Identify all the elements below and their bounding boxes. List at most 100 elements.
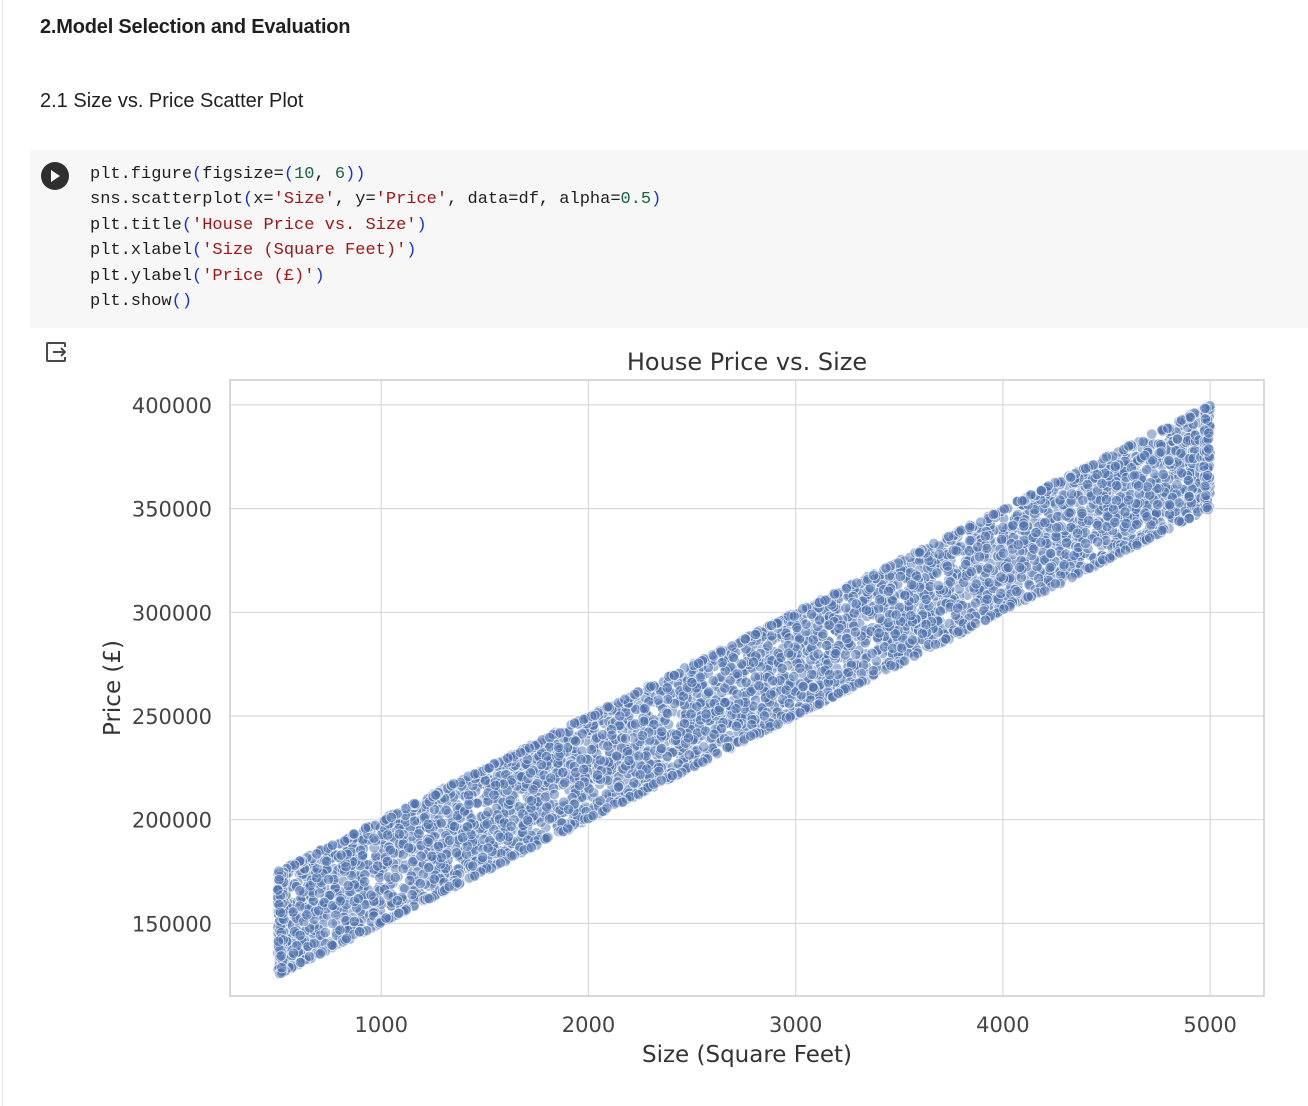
scatter-point [304, 880, 316, 892]
scatter-point [970, 578, 982, 590]
scatter-point [645, 680, 657, 692]
scatter-point [952, 602, 964, 614]
scatter-point [1030, 526, 1042, 539]
scatter-point [413, 828, 425, 840]
scatter-point [910, 570, 923, 582]
run-cell-button[interactable] [41, 162, 69, 190]
scatter-point [933, 548, 945, 560]
code-editor[interactable]: plt.figure(figsize=(10, 6)) sns.scatterpl… [90, 162, 661, 314]
scatter-point [428, 873, 440, 885]
scatter-point [745, 685, 757, 697]
code-token: 'Size (Square Feet)' [202, 241, 407, 261]
scatter-point [666, 770, 679, 782]
scatter-point [576, 728, 588, 740]
code-token: )) [345, 165, 366, 184]
scatter-point [557, 766, 569, 778]
chart-title: House Price vs. Size [627, 348, 867, 376]
scatter-point [272, 884, 284, 896]
scatter-point [393, 828, 405, 840]
scatter-point [623, 754, 635, 767]
scatter-point [698, 741, 710, 753]
scatter-point [327, 917, 339, 930]
scatter-point [1071, 527, 1084, 539]
output-redirect-icon[interactable] [44, 339, 70, 365]
scatter-point [619, 693, 631, 705]
scatter-point [1100, 494, 1113, 506]
scatter-point [632, 788, 645, 801]
scatter-point [435, 817, 447, 829]
scatter-point [469, 768, 481, 780]
section-heading: 2.Model Selection and Evaluation [40, 16, 351, 38]
scatter-point [1022, 591, 1034, 603]
scatter-point [1199, 413, 1212, 425]
scatter-point [544, 731, 556, 744]
code-line: plt.xlabel('Size (Square Feet)') [90, 238, 661, 263]
scatter-point [896, 642, 908, 654]
scatter-point [749, 628, 762, 641]
scatter-point [765, 688, 777, 700]
scatter-point [906, 579, 918, 591]
scatter-point [1058, 559, 1070, 571]
scatter-point [1104, 552, 1116, 564]
scatter-point [1018, 520, 1030, 532]
scatter-point [322, 873, 335, 886]
code-cell[interactable] [30, 150, 1308, 328]
scatter-point [575, 753, 587, 766]
scatter-point [1201, 502, 1213, 514]
scatter-point [981, 593, 993, 605]
code-token: plt.xlabel [90, 241, 193, 261]
scatter-point [920, 593, 932, 605]
y-tick-label: 300000 [132, 601, 212, 625]
code-token: ( [192, 241, 203, 261]
scatter-point [482, 806, 494, 818]
scatter-point [652, 694, 664, 706]
scatter-point [308, 937, 320, 949]
scatter-point [929, 638, 942, 650]
scatter-point [873, 627, 885, 639]
scatter-point [481, 818, 493, 830]
y-tick-label: 150000 [132, 912, 212, 936]
scatter-point [578, 763, 590, 775]
scatter-point [1002, 561, 1014, 573]
scatter-point [788, 670, 800, 683]
scatter-point [408, 815, 421, 827]
code-token: 'Price (£)' [202, 266, 315, 286]
scatter-point [391, 895, 403, 907]
scatter-point [1107, 503, 1120, 515]
scatter-point [524, 767, 536, 779]
scatter-point [1184, 411, 1197, 424]
scatter-point [1035, 485, 1048, 497]
scatter-point [661, 707, 674, 720]
scatter-point [807, 634, 819, 646]
scatter-point [1182, 475, 1195, 487]
scatter-point [527, 784, 539, 796]
scatter-point [1080, 538, 1092, 550]
scatter-point [382, 889, 394, 901]
scatter-point [1122, 494, 1135, 506]
scatter-point [849, 626, 862, 638]
scatter-point [562, 803, 575, 815]
scatter-point [797, 680, 809, 692]
scatter-point [983, 576, 995, 588]
scatter-point [334, 895, 346, 907]
scatter-point [541, 832, 553, 844]
scatter-point [448, 778, 460, 790]
scatter-point [397, 863, 409, 875]
code-token: plt.figure [90, 165, 193, 184]
scatter-point [552, 741, 565, 753]
scatter-point [830, 648, 842, 660]
scatter-point [1199, 480, 1211, 492]
scatter-point [655, 742, 668, 755]
scatter-point [1044, 562, 1056, 574]
scatter-point [713, 704, 725, 716]
scatter-point [1199, 402, 1211, 414]
scatter-point [619, 732, 632, 745]
scatter-point [368, 832, 380, 844]
scatter-point [589, 709, 601, 721]
scatter-point [765, 619, 778, 632]
scatter-point [614, 710, 626, 722]
y-tick-label: 250000 [132, 705, 212, 729]
scatter-point [1203, 443, 1215, 455]
scatter-point [1156, 524, 1168, 537]
scatter-point [313, 905, 325, 917]
